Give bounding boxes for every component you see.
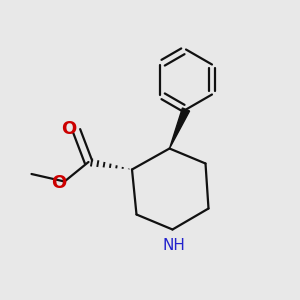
Polygon shape: [169, 108, 190, 148]
Text: NH: NH: [163, 238, 185, 253]
Text: O: O: [52, 174, 67, 192]
Text: O: O: [61, 120, 76, 138]
